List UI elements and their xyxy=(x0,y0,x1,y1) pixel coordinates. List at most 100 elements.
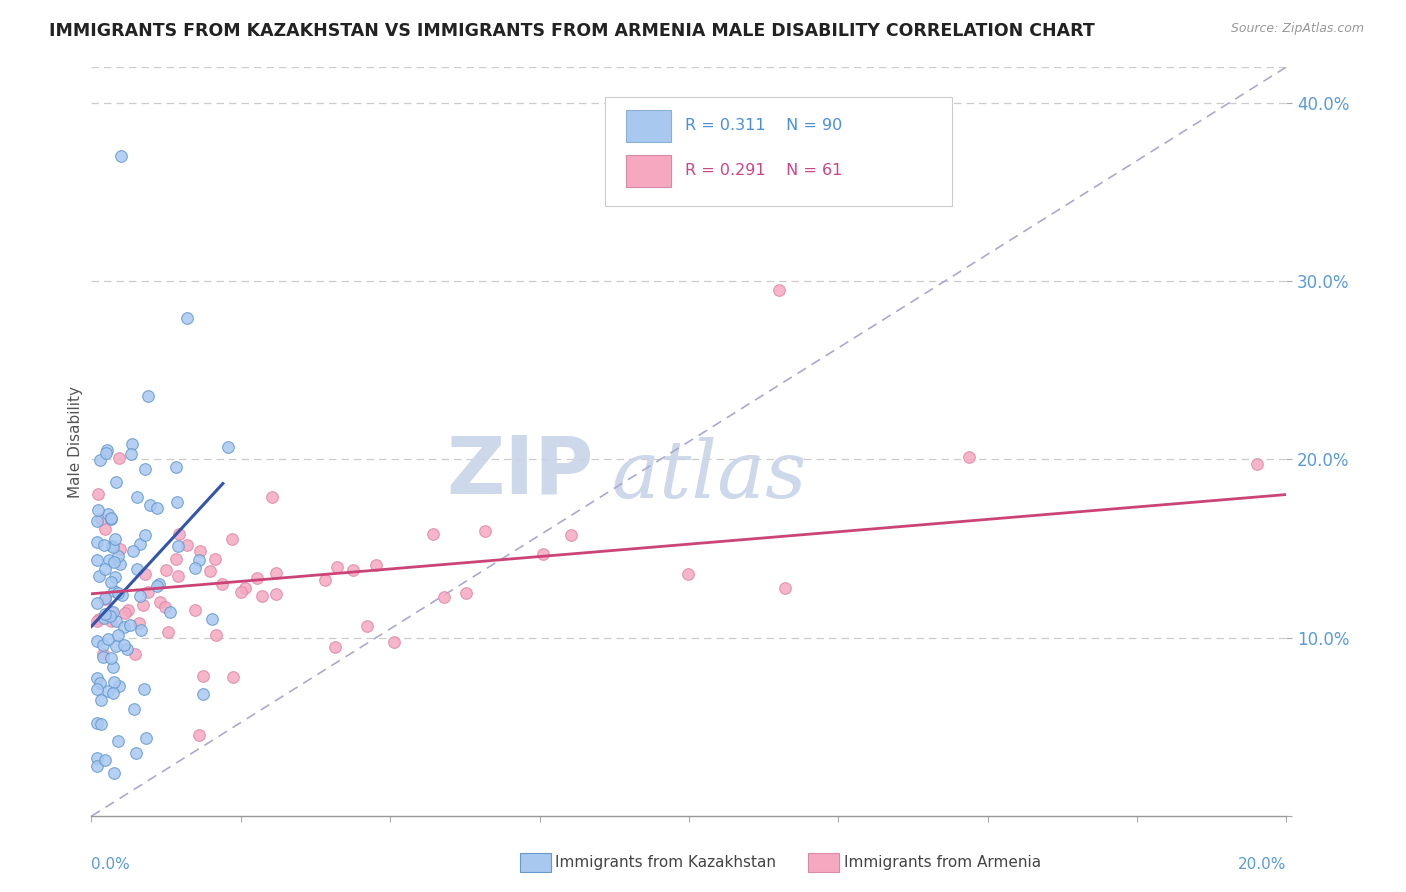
Point xyxy=(103,766,125,780)
Point xyxy=(86,534,108,549)
Point xyxy=(89,453,111,467)
Point xyxy=(148,576,170,591)
Point xyxy=(86,716,108,731)
Point xyxy=(134,461,156,475)
Point xyxy=(323,640,346,654)
Point xyxy=(86,634,108,648)
Point xyxy=(121,436,143,450)
Point xyxy=(86,614,108,628)
Point xyxy=(165,460,187,475)
Point xyxy=(101,686,124,700)
Point xyxy=(149,595,172,609)
Point xyxy=(86,759,108,773)
Point xyxy=(139,499,162,513)
Point xyxy=(100,614,122,628)
Point xyxy=(134,567,156,582)
Point xyxy=(146,579,169,593)
Point xyxy=(166,495,188,509)
Point xyxy=(382,635,405,649)
Point xyxy=(264,566,287,581)
Point xyxy=(531,547,554,561)
Text: Immigrants from Kazakhstan: Immigrants from Kazakhstan xyxy=(555,855,776,870)
Point xyxy=(94,522,117,536)
Point xyxy=(145,500,167,515)
Point xyxy=(191,687,214,701)
Point xyxy=(90,693,112,707)
Point xyxy=(86,682,108,697)
Point xyxy=(114,606,136,620)
Point xyxy=(165,551,187,566)
Point xyxy=(103,555,125,569)
Point xyxy=(356,619,378,633)
Point xyxy=(125,747,148,761)
Point xyxy=(191,668,214,682)
Point xyxy=(187,728,209,742)
Point xyxy=(166,539,188,553)
Point xyxy=(86,514,108,528)
Point xyxy=(104,532,127,546)
Point xyxy=(167,527,190,541)
Point xyxy=(97,683,120,698)
Point xyxy=(103,583,125,598)
Point xyxy=(96,446,118,460)
Point xyxy=(101,660,124,674)
Point xyxy=(264,587,287,601)
Point xyxy=(124,647,146,661)
Text: IMMIGRANTS FROM KAZAKHSTAN VS IMMIGRANTS FROM ARMENIA MALE DISABILITY CORRELATIO: IMMIGRANTS FROM KAZAKHSTAN VS IMMIGRANTS… xyxy=(49,22,1095,40)
Point xyxy=(229,585,252,599)
Text: 20.0%: 20.0% xyxy=(1239,857,1286,872)
Point xyxy=(128,615,150,630)
Point xyxy=(91,647,114,661)
Point xyxy=(105,614,128,628)
Point xyxy=(204,552,226,566)
Point xyxy=(957,450,980,464)
Point xyxy=(132,598,155,612)
Point xyxy=(89,676,111,690)
Point xyxy=(97,507,120,521)
Point xyxy=(107,586,129,600)
Point xyxy=(120,448,142,462)
Point xyxy=(221,670,243,684)
Point xyxy=(107,549,129,563)
Point xyxy=(233,582,256,596)
Point xyxy=(96,442,118,457)
Point xyxy=(97,553,120,567)
Point xyxy=(87,487,110,501)
Point xyxy=(176,310,198,325)
Y-axis label: Male Disability: Male Disability xyxy=(67,385,83,498)
Point xyxy=(100,510,122,524)
Point xyxy=(221,532,243,546)
Point xyxy=(101,540,124,554)
Point xyxy=(108,558,131,572)
Point xyxy=(326,559,349,574)
Point xyxy=(87,612,110,626)
Point xyxy=(90,716,112,731)
Point xyxy=(104,570,127,584)
Point xyxy=(560,528,582,542)
Point xyxy=(118,618,141,632)
Text: 0.0%: 0.0% xyxy=(91,857,131,872)
Point xyxy=(86,553,108,567)
Point xyxy=(250,589,273,603)
Point xyxy=(433,590,456,604)
Point xyxy=(184,561,207,575)
Point xyxy=(91,650,114,665)
Point xyxy=(100,574,122,589)
Point xyxy=(138,389,160,403)
Text: R = 0.291    N = 61: R = 0.291 N = 61 xyxy=(685,163,842,178)
Point xyxy=(86,750,108,764)
Point xyxy=(211,577,233,591)
Point xyxy=(100,609,122,624)
Point xyxy=(100,511,122,525)
Point xyxy=(112,619,135,633)
Point xyxy=(167,568,190,582)
Point xyxy=(93,562,115,576)
Text: ZIP: ZIP xyxy=(446,433,593,510)
Point xyxy=(134,527,156,541)
Point xyxy=(136,585,159,599)
Point xyxy=(90,512,112,526)
Point xyxy=(121,544,143,558)
Point xyxy=(157,625,180,640)
Point xyxy=(94,753,117,767)
Point xyxy=(246,571,269,585)
